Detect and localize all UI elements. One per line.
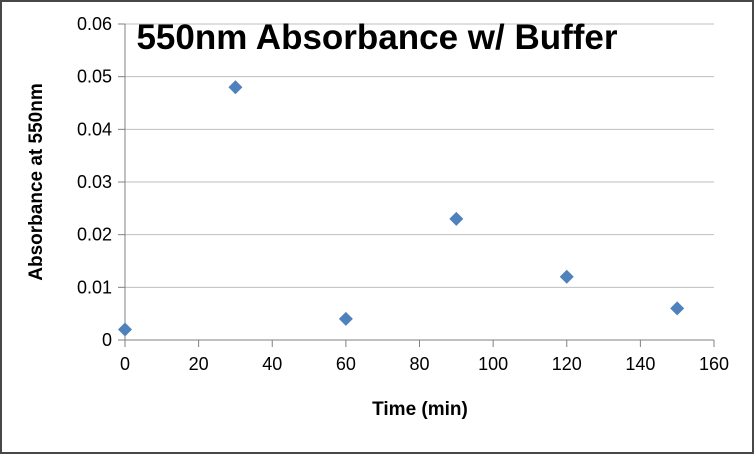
y-tick-label: 0.04 xyxy=(77,119,112,139)
x-tick-label: 120 xyxy=(552,354,582,374)
x-tick-label: 160 xyxy=(699,354,729,374)
x-axis-title: Time (min) xyxy=(372,399,468,420)
y-axis-title: Absorbance at 550nm xyxy=(26,83,47,281)
x-tick-label: 60 xyxy=(336,354,356,374)
x-tick-label: 100 xyxy=(478,354,508,374)
y-tick-label: 0.03 xyxy=(77,172,112,192)
y-tick-label: 0.01 xyxy=(77,277,112,297)
data-point-diamond xyxy=(338,311,353,326)
x-tick-label: 140 xyxy=(625,354,655,374)
y-tick-label: 0 xyxy=(102,330,112,350)
y-tick-label: 0.02 xyxy=(77,225,112,245)
data-point-diamond xyxy=(228,80,243,95)
x-tick-label: 40 xyxy=(262,354,282,374)
data-point-diamond xyxy=(118,322,132,337)
x-tick-label: 80 xyxy=(409,354,429,374)
x-tick-label: 0 xyxy=(120,354,130,374)
x-tick-label: 20 xyxy=(189,354,209,374)
data-point-diamond xyxy=(449,211,464,226)
chart-title: 550nm Absorbance w/ Buffer xyxy=(136,18,618,57)
y-tick-label: 0.05 xyxy=(77,67,112,87)
y-tick-label: 0.06 xyxy=(77,14,112,34)
data-point-diamond xyxy=(559,269,574,284)
data-point-diamond xyxy=(670,301,685,316)
